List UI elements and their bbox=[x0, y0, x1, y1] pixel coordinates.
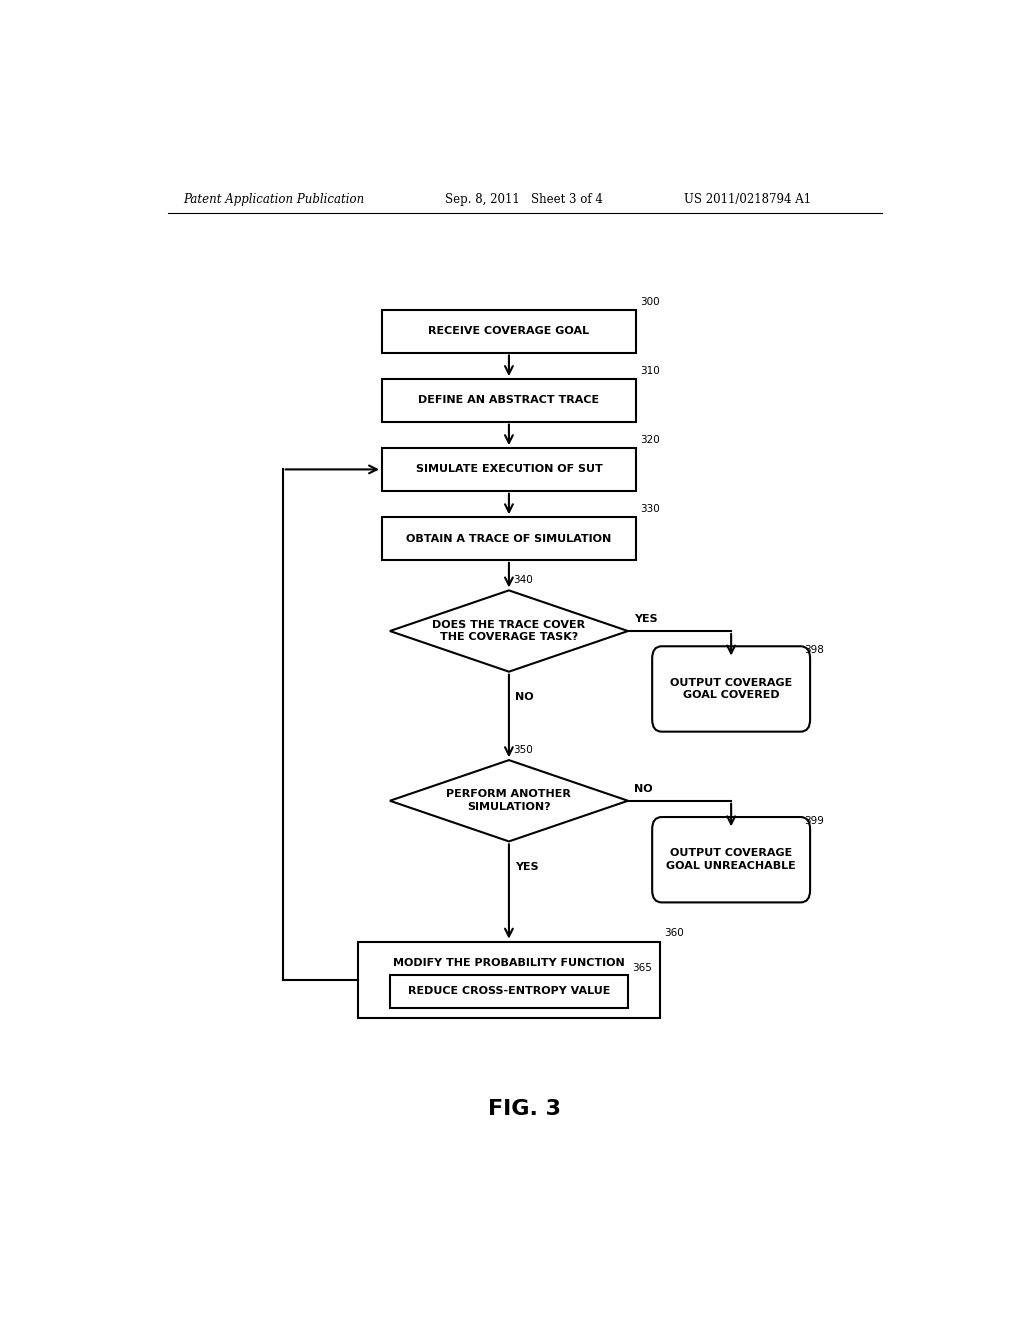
Text: YES: YES bbox=[515, 862, 539, 871]
Text: NO: NO bbox=[634, 784, 653, 793]
Text: Patent Application Publication: Patent Application Publication bbox=[183, 193, 365, 206]
Text: OUTPUT COVERAGE
GOAL COVERED: OUTPUT COVERAGE GOAL COVERED bbox=[670, 677, 793, 701]
Text: DEFINE AN ABSTRACT TRACE: DEFINE AN ABSTRACT TRACE bbox=[419, 395, 599, 405]
Text: 330: 330 bbox=[640, 504, 659, 515]
FancyBboxPatch shape bbox=[358, 941, 659, 1018]
Text: SIMULATE EXECUTION OF SUT: SIMULATE EXECUTION OF SUT bbox=[416, 465, 602, 474]
Text: PERFORM ANOTHER
SIMULATION?: PERFORM ANOTHER SIMULATION? bbox=[446, 789, 571, 812]
Text: OBTAIN A TRACE OF SIMULATION: OBTAIN A TRACE OF SIMULATION bbox=[407, 533, 611, 544]
Text: 398: 398 bbox=[805, 645, 824, 656]
FancyBboxPatch shape bbox=[382, 447, 636, 491]
Text: 350: 350 bbox=[513, 744, 532, 755]
Text: 310: 310 bbox=[640, 366, 659, 376]
FancyBboxPatch shape bbox=[382, 517, 636, 560]
Text: MODIFY THE PROBABILITY FUNCTION: MODIFY THE PROBABILITY FUNCTION bbox=[393, 958, 625, 968]
FancyBboxPatch shape bbox=[652, 647, 810, 731]
Text: FIG. 3: FIG. 3 bbox=[488, 1098, 561, 1119]
FancyBboxPatch shape bbox=[652, 817, 810, 903]
Text: US 2011/0218794 A1: US 2011/0218794 A1 bbox=[684, 193, 811, 206]
Text: 300: 300 bbox=[640, 297, 659, 306]
Text: YES: YES bbox=[634, 614, 658, 624]
Text: DOES THE TRACE COVER
THE COVERAGE TASK?: DOES THE TRACE COVER THE COVERAGE TASK? bbox=[432, 619, 586, 643]
Text: RECEIVE COVERAGE GOAL: RECEIVE COVERAGE GOAL bbox=[428, 326, 590, 337]
FancyBboxPatch shape bbox=[390, 975, 628, 1007]
Text: 360: 360 bbox=[664, 928, 683, 939]
Text: 320: 320 bbox=[640, 436, 659, 445]
Text: Sep. 8, 2011   Sheet 3 of 4: Sep. 8, 2011 Sheet 3 of 4 bbox=[445, 193, 603, 206]
FancyBboxPatch shape bbox=[382, 310, 636, 352]
Polygon shape bbox=[390, 590, 628, 672]
FancyBboxPatch shape bbox=[382, 379, 636, 421]
Text: 399: 399 bbox=[805, 816, 824, 826]
Text: REDUCE CROSS-ENTROPY VALUE: REDUCE CROSS-ENTROPY VALUE bbox=[408, 986, 610, 997]
Polygon shape bbox=[390, 760, 628, 841]
Text: NO: NO bbox=[515, 692, 534, 702]
Text: OUTPUT COVERAGE
GOAL UNREACHABLE: OUTPUT COVERAGE GOAL UNREACHABLE bbox=[667, 849, 796, 871]
Text: 340: 340 bbox=[513, 576, 532, 585]
Text: 365: 365 bbox=[632, 964, 652, 973]
